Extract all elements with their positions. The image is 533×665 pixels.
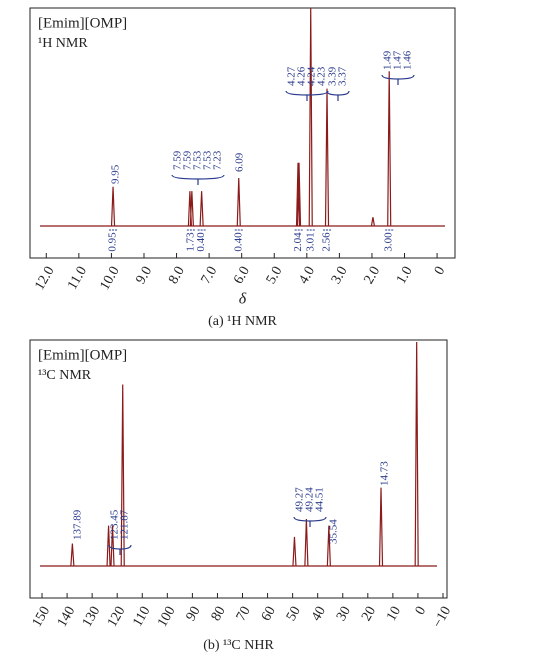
peak [324,88,330,227]
peak-label: 49.27 [294,487,306,512]
peak [292,536,297,567]
x-tick-label: 100 [155,604,178,630]
plot-frame [29,7,456,259]
peak-label: 4.26 [296,66,308,86]
x-tick-label: 50 [284,604,304,624]
peak [370,217,376,227]
x-tick-label: 12.0 [32,264,57,293]
peak-bracket [285,90,329,101]
peak [295,162,301,227]
peak-label: 4.23 [316,66,328,86]
peak [110,525,115,567]
peak [106,525,111,567]
x-tick-label: 20 [359,604,379,624]
peak-label: 4.24 [306,66,318,86]
x-tick-label: 80 [209,604,229,624]
x-tick-label: 70 [234,604,254,624]
x-tick-label: 3.0 [329,264,351,287]
peak-label: 7.59 [182,150,194,170]
peak-label: 49.24 [304,487,316,512]
x-tick-label: 0 [413,604,429,618]
x-tick-label: 5.0 [264,264,286,287]
x-tick-label: 110 [130,604,153,629]
peak-label: 4.27 [286,66,298,86]
peak-label: 7.59 [172,150,184,170]
peak-label: 1.46 [402,50,414,70]
spectrum-subtitle: ¹³C NMR [38,368,92,383]
x-tick-label: 30 [334,604,354,624]
x-tick-label: 140 [55,604,78,630]
peak [120,384,125,567]
spectrum-subtitle: ¹H NMR [38,36,88,51]
x-tick-label: 90 [184,604,204,624]
x-tick-label: 1.0 [394,264,416,287]
x-tick-label: 130 [80,604,103,630]
plot-frame [29,339,448,599]
x-tick-label: 2.0 [361,264,383,287]
peak-label: 1.49 [382,50,394,70]
peak-label: 123.45 [109,509,121,540]
x-tick-label: 120 [105,604,128,630]
integral-label: 0.95 [107,232,119,252]
x-tick-label: 10.0 [97,264,122,293]
x-tick-label: 60 [259,604,279,624]
peak-bracket [381,74,415,85]
x-tick-label: 7.0 [199,264,221,287]
peak [387,71,392,227]
peak-label: 137.89 [72,509,84,540]
peak-label: 1.47 [392,50,404,70]
integral-label: 2.04 [292,232,304,252]
peak-label: 14.73 [379,461,391,486]
peak [378,487,384,567]
peak [199,191,204,227]
integral-label: 0.40 [232,232,244,252]
peak [304,518,309,567]
peak-label: 3.37 [337,66,349,86]
integral-label: 2.56 [321,232,333,252]
x-tick-label: 6.0 [231,264,253,287]
peak-bracket [171,174,225,185]
peak [308,7,313,227]
peak [296,162,302,227]
integral-label: 3.01 [304,232,316,251]
x-tick-label: 11.0 [65,264,90,292]
x-tick-label: 40 [309,604,329,624]
peak-label: 35.54 [328,519,340,544]
caption: (a) ¹H NMR [208,314,277,329]
peak-bracket [108,544,132,555]
peak [414,341,419,567]
peak [110,186,116,227]
peak-label: 121.87 [119,509,131,540]
peak-bracket [326,90,350,101]
peak-label: 3.39 [327,66,339,86]
x-tick-label: 8.0 [166,264,188,287]
x-tick-label: 4.0 [296,264,318,287]
x-tick-label: 0 [432,264,448,278]
peak-label: 9.95 [110,164,122,184]
integral-label: 3.00 [383,232,395,252]
peak [70,543,75,567]
caption: (b) ¹³C NHR [203,638,274,653]
peak [189,191,194,227]
x-axis-label: δ [239,291,247,308]
spectrum-title: [Emim][OMP] [38,15,127,31]
integral-label: 0.40 [195,232,207,252]
peak-label: 44.51 [314,487,326,512]
x-tick-label: −10 [430,604,454,630]
peak [326,525,331,567]
x-tick-label: 10 [384,604,404,624]
x-tick-label: 9.0 [133,264,155,287]
integral-label: 1.73 [184,232,196,252]
peak-bracket [293,516,327,527]
x-tick-label: 150 [30,604,53,630]
peak [236,178,241,227]
peak-label: 7.53 [202,150,214,170]
spectrum-title: [Emim][OMP] [38,347,127,363]
peak-label: 7.53 [192,150,204,170]
peak-label: 6.09 [234,152,246,172]
peak-label: 7.23 [212,150,224,170]
